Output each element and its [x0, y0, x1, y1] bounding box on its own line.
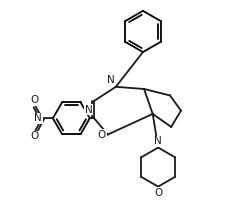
Text: N: N [107, 75, 115, 85]
Text: O: O [30, 95, 38, 105]
Text: O: O [98, 130, 106, 140]
Text: O: O [154, 188, 162, 198]
Text: N: N [154, 136, 162, 146]
Text: O: O [30, 131, 38, 141]
Text: N: N [85, 105, 93, 115]
Text: N: N [34, 113, 42, 123]
